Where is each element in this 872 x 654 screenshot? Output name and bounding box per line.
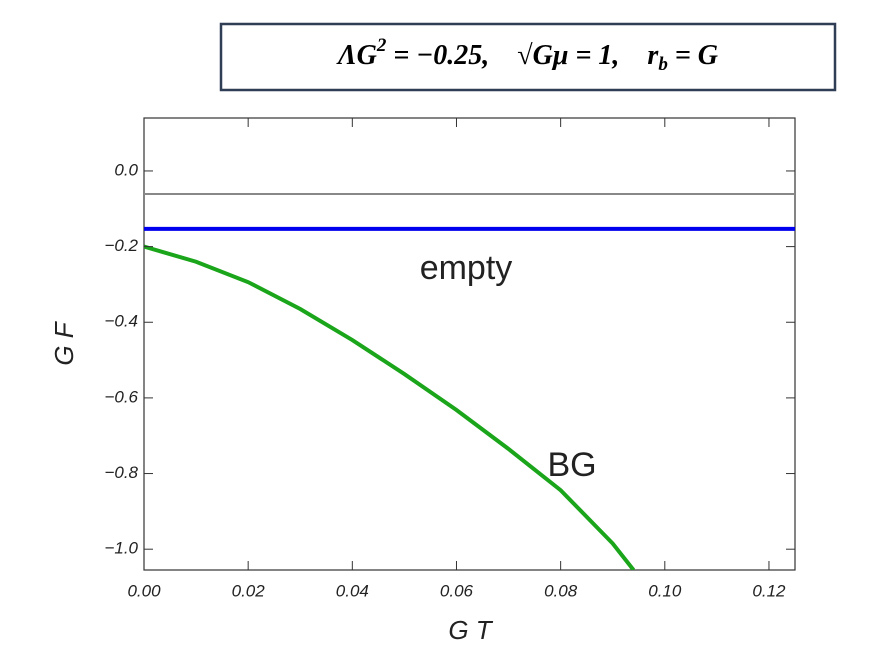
title-box: [219, 22, 837, 92]
y-tick-label: −1.0: [104, 539, 138, 558]
title-part: = G: [668, 40, 718, 71]
annotation: empty: [420, 249, 513, 287]
chart-title: ΛG2 = −0.25, √Gμ = 1, rb = G: [336, 35, 718, 75]
x-tick-label: 0.10: [648, 581, 682, 600]
y-tick-label: 0.0: [114, 160, 138, 179]
title-part: ΛG: [336, 40, 377, 71]
x-tick-label: 0.12: [752, 581, 786, 600]
title-part: 2: [376, 35, 387, 56]
y-tick-label: −0.8: [104, 463, 138, 482]
y-tick-label: −0.4: [104, 312, 138, 331]
x-tick-label: 0.08: [544, 581, 578, 600]
title-part: √: [517, 40, 533, 71]
title-part: b: [658, 54, 668, 75]
title-part: = −0.25,: [386, 40, 517, 71]
series-line: [144, 244, 636, 570]
x-tick-label: 0.04: [336, 581, 369, 600]
plot-frame: [143, 117, 796, 571]
annotation: BG: [547, 446, 596, 484]
y-tick-label: −0.6: [104, 387, 138, 406]
title-part: r: [647, 40, 659, 71]
x-axis-label: G T: [448, 615, 493, 645]
plot-area: [144, 193, 795, 570]
x-tick-label: 0.02: [232, 581, 266, 600]
y-tick-label: −0.2: [104, 236, 138, 255]
title-part: Gμ = 1,: [533, 40, 648, 71]
x-tick-label: 0.00: [127, 581, 161, 600]
y-axis-label: G F: [49, 320, 79, 365]
x-tick-label: 0.06: [440, 581, 474, 600]
